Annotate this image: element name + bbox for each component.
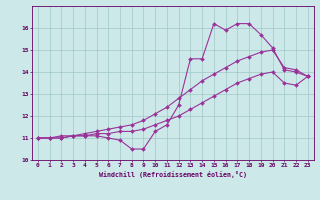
X-axis label: Windchill (Refroidissement éolien,°C): Windchill (Refroidissement éolien,°C) — [99, 171, 247, 178]
